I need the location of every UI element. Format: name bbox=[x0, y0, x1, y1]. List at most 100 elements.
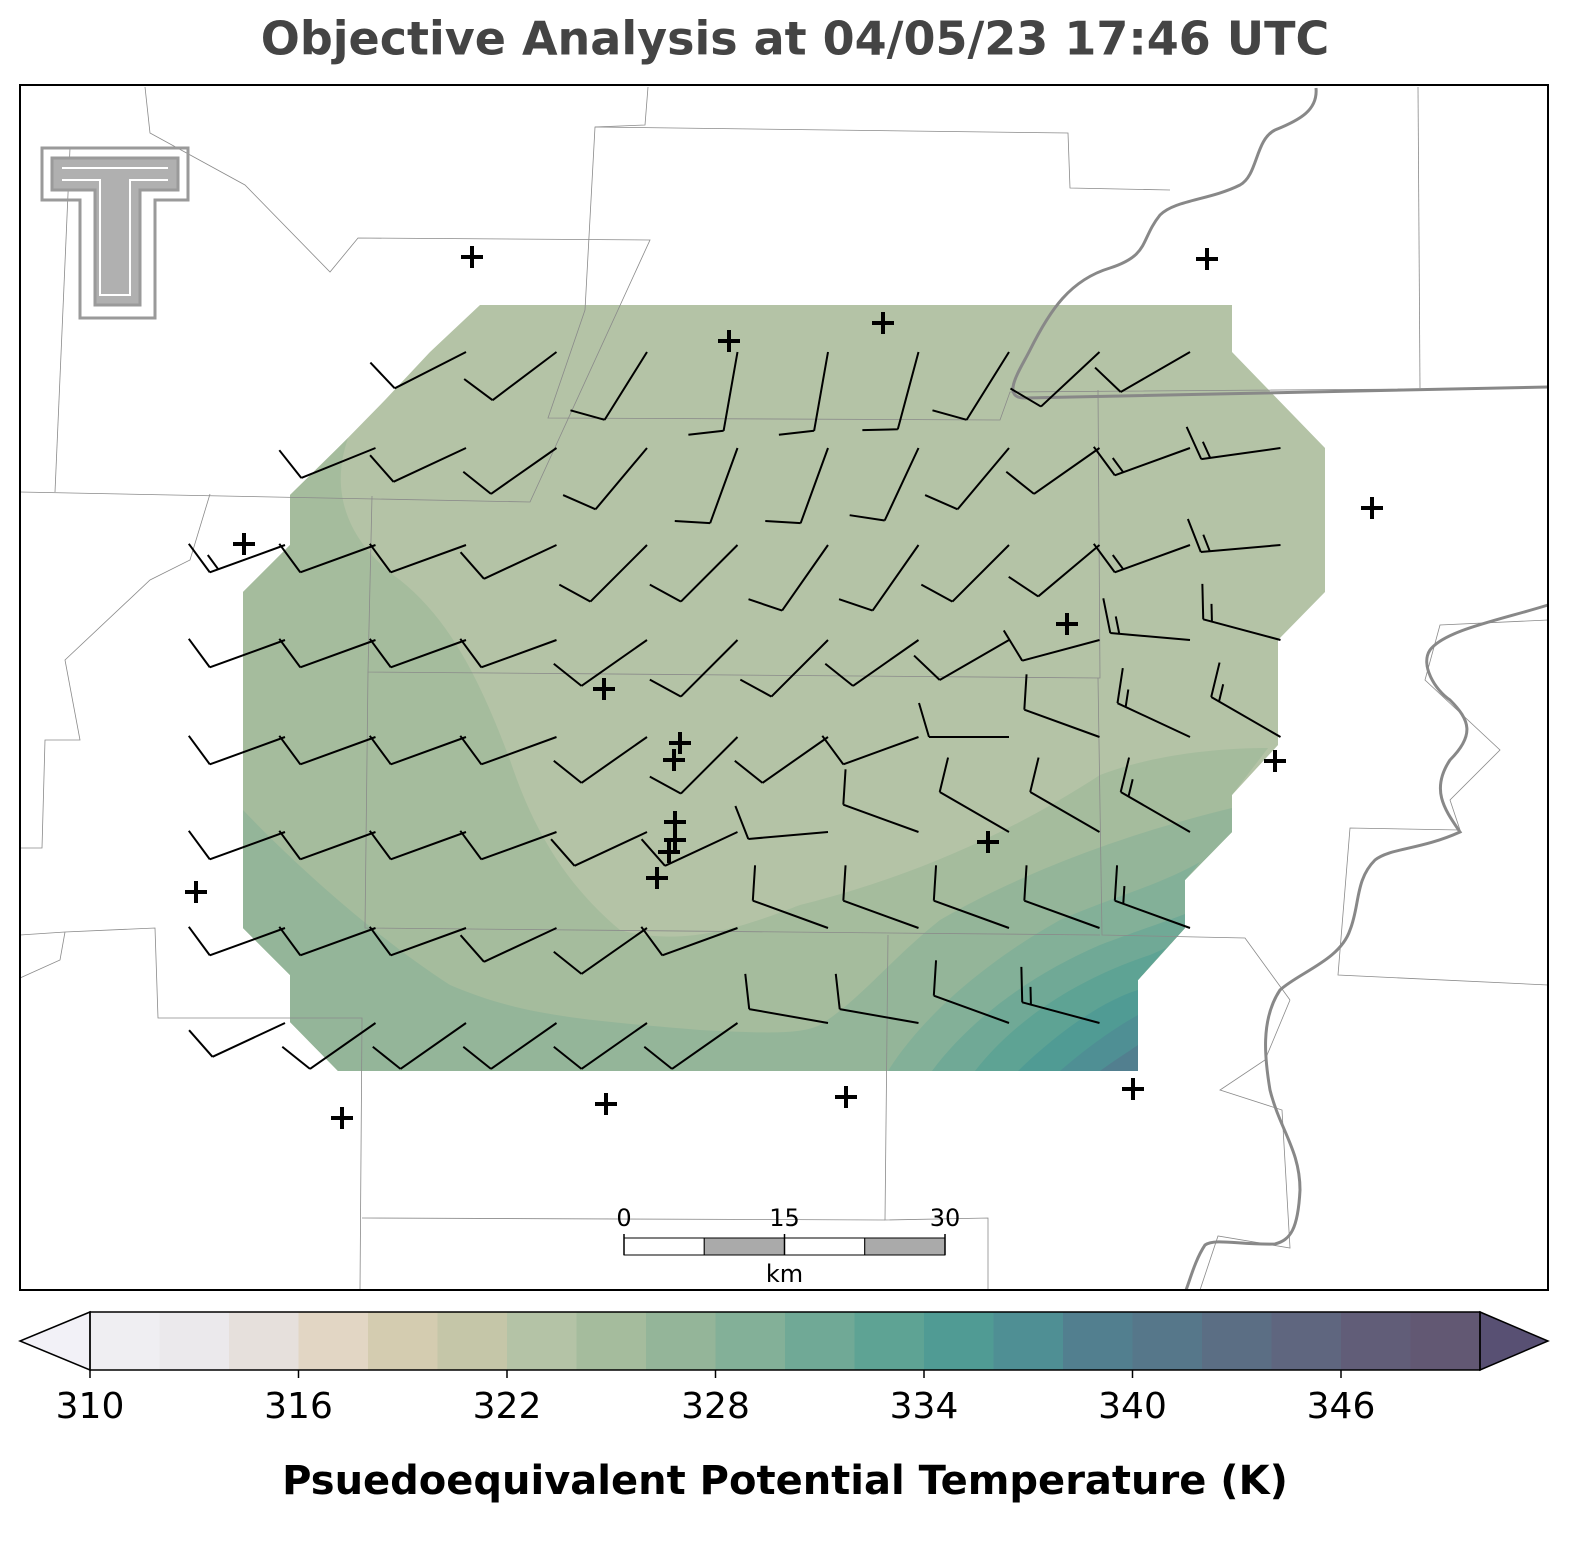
wind-barb bbox=[462, 1022, 558, 1070]
colorbar-segment bbox=[368, 1312, 438, 1370]
colorbar-tick-label: 328 bbox=[681, 1386, 750, 1427]
wind-barb bbox=[278, 543, 376, 574]
wind-barb bbox=[187, 543, 286, 574]
wind-barb bbox=[550, 831, 648, 867]
colorbar-label: Psuedoequivalent Potential Temperature (… bbox=[282, 1458, 1288, 1504]
map-frame bbox=[19, 84, 1549, 1291]
wind-barb bbox=[562, 447, 648, 511]
wind-barb bbox=[278, 447, 376, 479]
scale-label: 30 bbox=[930, 1204, 961, 1232]
wind-barb bbox=[849, 447, 920, 522]
wind-barb bbox=[187, 735, 286, 766]
logo-inner bbox=[50, 156, 180, 307]
wind-barb bbox=[932, 960, 1010, 1024]
wind-barb bbox=[834, 973, 919, 1024]
colorbar-segment bbox=[1271, 1312, 1342, 1370]
wind-barb bbox=[821, 735, 919, 766]
colorbar-segment bbox=[646, 1312, 716, 1370]
colorbar-segment bbox=[229, 1312, 299, 1370]
wind-barb bbox=[1020, 966, 1100, 1024]
county-line bbox=[1417, 86, 1421, 389]
county-line bbox=[54, 147, 71, 493]
wind-barb bbox=[640, 926, 738, 957]
wind-barb bbox=[674, 447, 739, 525]
wind-barb bbox=[924, 447, 1010, 511]
wind-barb bbox=[643, 1022, 739, 1070]
wind-barb bbox=[734, 805, 829, 840]
county-line bbox=[364, 671, 1101, 936]
field-region bbox=[1100, 1045, 1138, 1071]
scale-segment bbox=[623, 1237, 705, 1256]
field-region bbox=[1060, 1015, 1138, 1071]
colorbar-segment bbox=[1063, 1312, 1133, 1370]
county-line bbox=[884, 934, 989, 1290]
scale-segment bbox=[703, 1237, 785, 1256]
colorbar-segment bbox=[90, 1312, 160, 1370]
wind-barb bbox=[932, 865, 1010, 929]
wind-barb bbox=[278, 926, 376, 957]
scale-label: 15 bbox=[769, 1204, 800, 1232]
state-borders bbox=[1011, 87, 1549, 1291]
wind-barb bbox=[1005, 447, 1101, 495]
wind-barb bbox=[1008, 544, 1101, 598]
colorbar-segment bbox=[1132, 1312, 1203, 1370]
wind-barb bbox=[920, 544, 1010, 603]
wind-barb bbox=[558, 544, 648, 603]
colorbar-tick-label: 334 bbox=[890, 1386, 959, 1427]
colorbar-tick-label: 322 bbox=[473, 1386, 542, 1427]
wind-barb bbox=[369, 351, 467, 390]
wind-barb bbox=[824, 639, 920, 687]
wind-barb bbox=[1092, 446, 1191, 477]
county-line bbox=[547, 86, 1549, 421]
wind-barb bbox=[372, 1022, 467, 1070]
wind-barb bbox=[1092, 543, 1191, 574]
map: 0 15 30 km bbox=[19, 84, 1549, 1291]
county-line bbox=[19, 927, 363, 1291]
wind-barb bbox=[459, 544, 557, 580]
scale-segment bbox=[864, 1237, 946, 1256]
logo-inner-line bbox=[62, 167, 168, 296]
colorbar-segment bbox=[576, 1312, 647, 1370]
colorbar-over bbox=[1479, 1310, 1550, 1372]
wind-barb bbox=[748, 544, 829, 612]
wind-barb bbox=[765, 447, 829, 525]
wind-barb bbox=[932, 351, 1010, 421]
title: Objective Analysis at 04/05/23 17:46 UTC bbox=[261, 12, 1330, 66]
colorbar-segment bbox=[159, 1312, 230, 1370]
wind-barb bbox=[778, 351, 829, 436]
scale-bar: 0 15 30 km bbox=[616, 1204, 960, 1288]
wind-barb bbox=[1116, 668, 1191, 738]
county-line bbox=[19, 86, 651, 503]
colorbar-segment bbox=[1202, 1312, 1272, 1370]
county-line bbox=[1097, 677, 1291, 1001]
wind-barb bbox=[1186, 518, 1281, 553]
county-line bbox=[367, 389, 1101, 679]
colorbar-segment bbox=[507, 1312, 577, 1370]
county-line bbox=[594, 126, 1171, 191]
wind-barb bbox=[913, 639, 1010, 681]
logo bbox=[40, 146, 190, 320]
wind-barb bbox=[1102, 598, 1191, 641]
wind-barb bbox=[1094, 351, 1191, 393]
wind-barb bbox=[1201, 583, 1281, 641]
wind-barb bbox=[187, 830, 286, 861]
scale-label: 0 bbox=[616, 1204, 631, 1232]
wind-barb bbox=[462, 447, 558, 495]
station-markers bbox=[185, 246, 1383, 1129]
wind-barb bbox=[459, 830, 557, 861]
colorbar-segment bbox=[1341, 1312, 1411, 1370]
wind-barb bbox=[278, 830, 376, 861]
wind-barb bbox=[734, 736, 829, 784]
analysis-field bbox=[243, 305, 1325, 1071]
wind-barb bbox=[1002, 629, 1100, 662]
wind-barb bbox=[640, 831, 738, 867]
scale-unit: km bbox=[766, 1260, 803, 1288]
wind-barb bbox=[368, 638, 467, 669]
colorbar-frame bbox=[89, 1311, 1481, 1371]
wind-barbs bbox=[187, 351, 1282, 1070]
scale-segment bbox=[784, 1237, 866, 1256]
wind-barb bbox=[842, 865, 919, 929]
wind-barb bbox=[459, 638, 557, 669]
colorbar: 310 316 322 328 334 340 346 bbox=[18, 1310, 1550, 1427]
wind-barb bbox=[1029, 757, 1101, 833]
